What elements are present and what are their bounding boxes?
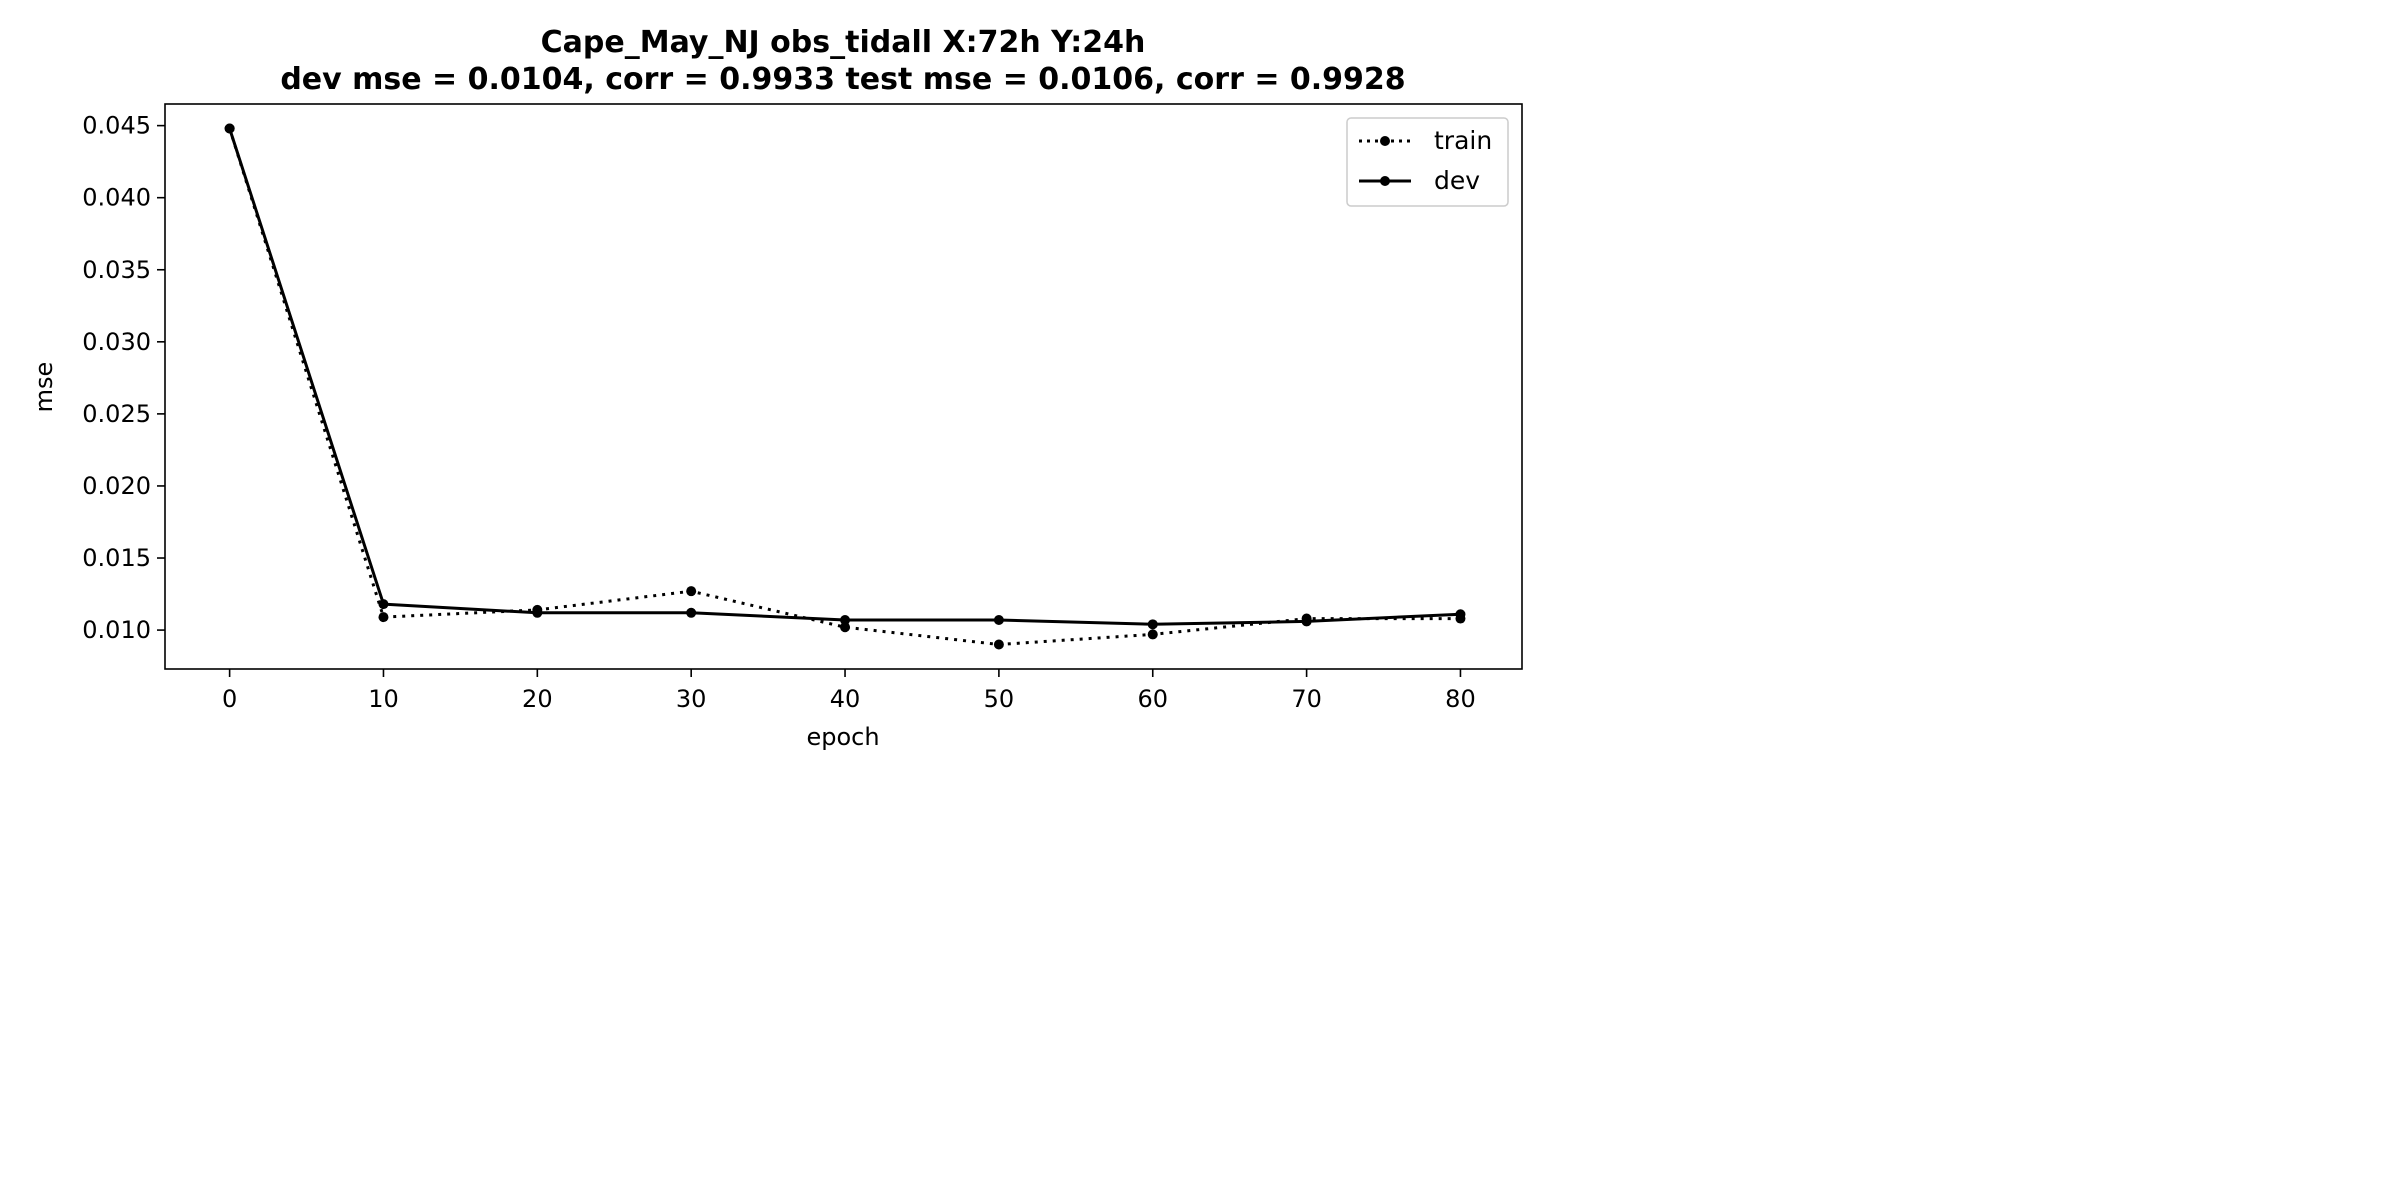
y-tick-label: 0.040 xyxy=(82,184,151,212)
data-point-dev xyxy=(224,123,235,134)
data-point-dev xyxy=(532,607,543,618)
y-tick-label: 0.015 xyxy=(82,544,151,572)
legend: train dev xyxy=(1346,117,1509,207)
chart: Cape_May_NJ obs_tidall X:72h Y:24h dev m… xyxy=(0,0,1545,773)
x-tick-label: 0 xyxy=(222,685,237,713)
data-point-dev xyxy=(378,599,389,610)
x-axis-label: epoch xyxy=(806,723,879,751)
chart-title-line2: dev mse = 0.0104, corr = 0.9933 test mse… xyxy=(280,62,1405,97)
legend-dev-marker xyxy=(1380,176,1390,186)
x-tick-label: 40 xyxy=(830,685,861,713)
y-tick-label: 0.035 xyxy=(82,256,151,284)
data-point-dev xyxy=(1301,616,1312,627)
x-tick-label: 20 xyxy=(522,685,553,713)
x-tick-label: 30 xyxy=(676,685,707,713)
x-tick-label: 80 xyxy=(1445,685,1476,713)
legend-dev-label: dev xyxy=(1434,166,1480,195)
data-point-dev xyxy=(1147,619,1158,630)
data-point-dev xyxy=(686,607,697,618)
chart-background xyxy=(0,0,1545,773)
y-tick-label: 0.010 xyxy=(82,616,151,644)
y-axis-ticks: 0.010 0.015 0.020 0.025 0.030 0.035 0.040 0.045 xyxy=(82,112,165,644)
data-point-dev xyxy=(840,614,851,625)
data-point-dev xyxy=(993,614,1004,625)
legend-train-marker xyxy=(1380,136,1390,146)
plot-frame xyxy=(164,103,1523,670)
x-tick-label: 10 xyxy=(368,685,399,713)
chart-title-line1: Cape_May_NJ obs_tidall X:72h Y:24h xyxy=(541,25,1146,60)
x-tick-label: 60 xyxy=(1137,685,1168,713)
x-axis-ticks: 0 10 20 30 40 50 60 70 80 xyxy=(222,669,1476,713)
data-point-train xyxy=(686,586,697,597)
y-tick-label: 0.045 xyxy=(82,112,151,140)
data-point-train xyxy=(840,622,851,633)
x-tick-label: 50 xyxy=(984,685,1015,713)
data-point-dev xyxy=(1455,609,1466,620)
data-point-train xyxy=(993,639,1004,650)
y-axis-label: mse xyxy=(30,362,58,413)
y-tick-label: 0.020 xyxy=(82,472,151,500)
y-tick-label: 0.025 xyxy=(82,400,151,428)
x-tick-label: 70 xyxy=(1291,685,1322,713)
y-tick-label: 0.030 xyxy=(82,328,151,356)
data-point-train xyxy=(378,612,389,623)
series-layer xyxy=(224,123,1466,650)
legend-train-label: train xyxy=(1434,126,1492,155)
data-point-train xyxy=(1147,629,1158,640)
